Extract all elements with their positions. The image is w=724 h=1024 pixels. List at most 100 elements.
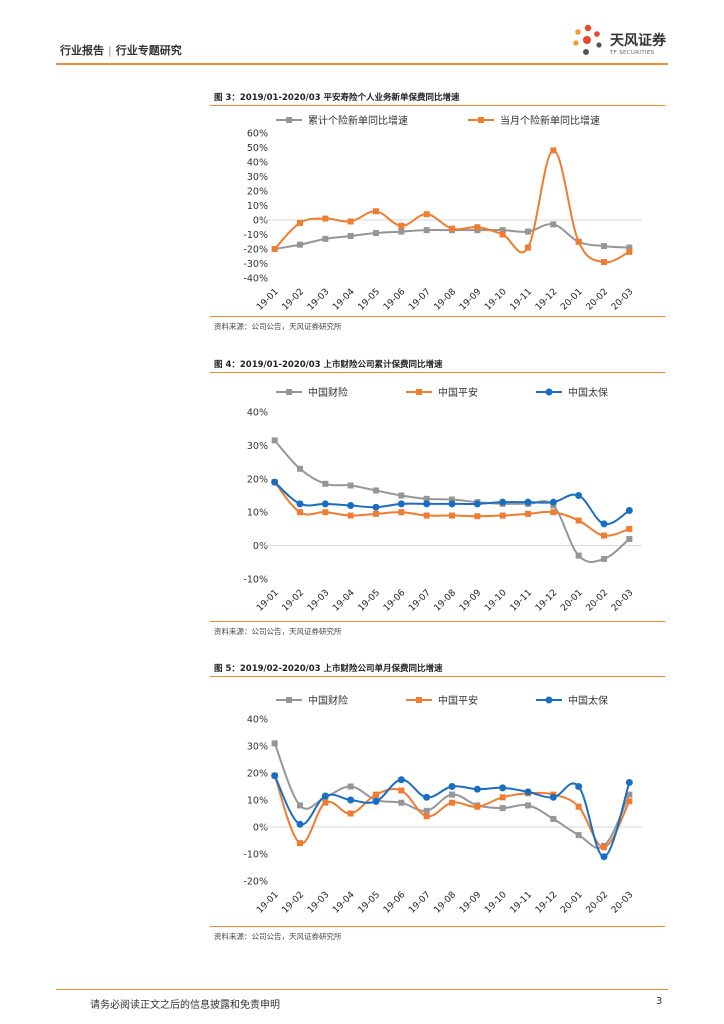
data-point-series-1 [322, 799, 329, 806]
legend-label-0: 中国财险 [308, 386, 348, 399]
y-tick-label: 20% [247, 769, 268, 780]
x-tick-label: 19-05 [357, 287, 383, 313]
x-tick-label: 19-05 [357, 588, 383, 614]
data-point-series-2 [549, 498, 557, 506]
data-point-series-1 [626, 798, 633, 805]
y-tick-label: 10% [247, 201, 268, 212]
y-tick-label: 30% [247, 742, 268, 753]
data-point-series-1 [322, 215, 329, 222]
y-tick-label: 50% [247, 143, 268, 154]
legend-label-1: 中国平安 [438, 386, 478, 399]
data-point-series-1 [398, 787, 405, 794]
data-point-series-1 [474, 803, 481, 810]
x-tick-label: 19-01 [255, 287, 281, 313]
x-tick-label: 20-02 [585, 890, 611, 916]
data-point-series-0 [398, 492, 405, 499]
data-point-series-1 [550, 509, 557, 516]
x-tick-label: 19-03 [306, 287, 332, 313]
x-tick-label: 19-06 [382, 287, 408, 313]
logo-text-en: TF SECURITIES [610, 50, 655, 56]
data-point-series-0 [297, 802, 303, 809]
figure-3-top-rule [210, 105, 665, 106]
legend-marker-1 [416, 389, 422, 395]
data-point-series-2 [448, 783, 456, 790]
y-tick-label: 0% [253, 823, 268, 834]
x-tick-label: 19-10 [483, 287, 509, 313]
y-tick-label: 30% [247, 441, 268, 452]
data-point-series-0 [423, 495, 430, 502]
x-tick-label: 19-09 [458, 890, 484, 916]
data-point-series-0 [449, 496, 455, 503]
x-tick-label: 19-11 [509, 287, 535, 313]
data-point-series-0 [626, 244, 633, 251]
y-tick-label: 0% [253, 216, 268, 227]
y-tick-label: -20% [243, 877, 268, 888]
y-tick-label: 40% [247, 158, 268, 169]
report-header: 行业报告 | 行业专题研究 [60, 42, 182, 58]
y-tick-label: 40% [247, 715, 268, 726]
figure-4-chart: 中国财险 中国平安 中国太保 -10% 0% 10% 20% 30% 40% 19-01 19-02… [243, 386, 642, 614]
x-tick-label: 19-12 [534, 588, 560, 614]
data-point-series-0 [373, 230, 379, 237]
y-tick-label: -10% [243, 575, 268, 586]
data-point-series-1 [423, 211, 430, 218]
figure-3-title: 图 3：2019/01-2020/03 平安寿险个人业务新单保费同比增速 [214, 93, 460, 103]
data-point-series-1 [373, 510, 379, 517]
data-point-series-2 [372, 503, 380, 511]
data-point-series-2 [625, 507, 633, 515]
data-point-series-0 [601, 243, 607, 250]
x-tick-label: 20-02 [585, 588, 611, 614]
report-type-label: 行业报告 [60, 44, 104, 57]
x-tick-label: 19-04 [331, 890, 357, 916]
data-point-series-1 [373, 208, 379, 215]
data-point-series-1 [423, 813, 430, 820]
data-point-series-2 [296, 500, 304, 508]
legend-marker-0 [286, 389, 292, 395]
data-point-series-0 [423, 807, 430, 814]
data-point-series-2 [271, 772, 279, 780]
y-tick-label: -30% [243, 259, 268, 270]
data-point-series-1 [575, 803, 582, 810]
data-point-series-0 [271, 437, 278, 444]
series-line-1 [273, 149, 630, 264]
data-point-series-0 [398, 799, 405, 806]
figure-3-bottom-rule [210, 316, 665, 317]
data-point-series-0 [626, 535, 633, 542]
data-point-series-0 [347, 482, 354, 489]
x-tick-label: 19-08 [433, 890, 459, 916]
figure-4-source: 资料来源：公司公告，天风证券研究所 [214, 627, 342, 636]
x-tick-label: 19-11 [509, 890, 535, 916]
data-point-series-1 [626, 248, 633, 255]
data-point-series-0 [373, 487, 379, 494]
legend-label-2: 中国太保 [568, 694, 608, 707]
data-point-series-0 [322, 480, 329, 487]
footer-disclaimer: 请务必阅读正文之后的信息披露和免责申明 [90, 1000, 280, 1011]
legend-label-0: 累计个险新单同比增速 [308, 114, 408, 127]
data-point-series-2 [448, 500, 456, 508]
data-point-series-0 [575, 832, 582, 839]
legend-marker-1 [478, 117, 484, 123]
figure-5-title: 图 5：2019/02-2020/03 上市财险公司单月保费同比增速 [214, 664, 443, 674]
legend-marker-2 [545, 696, 553, 704]
data-point-series-1 [601, 259, 607, 266]
data-point-series-1 [601, 844, 607, 851]
figure-4-top-rule [210, 372, 665, 373]
x-tick-label: 19-04 [331, 287, 357, 313]
x-tick-label: 19-03 [306, 890, 332, 916]
data-point-series-1 [398, 509, 405, 516]
data-point-series-1 [398, 222, 405, 229]
x-tick-label: 19-06 [382, 588, 408, 614]
figure-3-chart: 累计个险新单同比增速 当月个险新单同比增速 -40% -30% -20% -10% 0% 10… [243, 114, 642, 313]
data-point-series-0 [449, 791, 455, 798]
data-point-series-0 [499, 805, 506, 812]
y-tick-label: 40% [247, 408, 268, 419]
x-tick-label: 19-02 [281, 890, 307, 916]
x-tick-label: 20-02 [585, 287, 611, 313]
data-point-series-1 [347, 810, 354, 817]
data-point-series-1 [499, 512, 506, 519]
x-tick-label: 19-08 [433, 287, 459, 313]
data-point-series-2 [524, 498, 532, 506]
x-tick-label: 20-03 [610, 890, 636, 916]
flower-logo-icon [573, 24, 602, 55]
y-tick-label: -10% [243, 230, 268, 241]
